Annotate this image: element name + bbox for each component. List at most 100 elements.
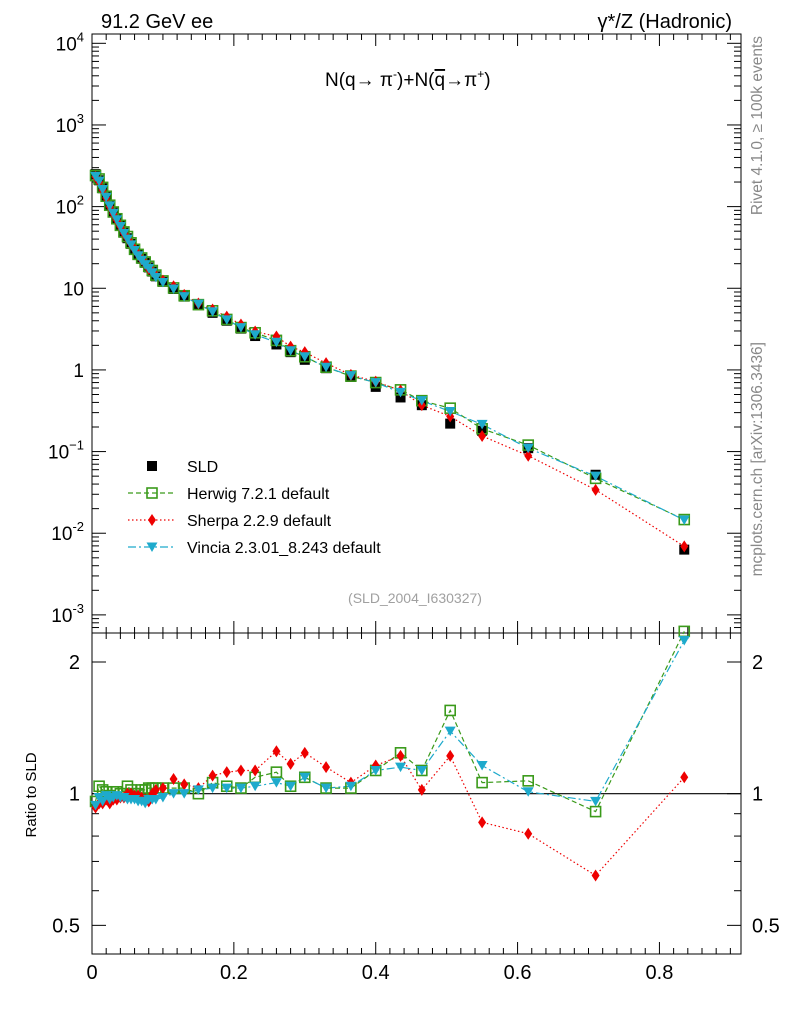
sherpa-point bbox=[680, 540, 689, 553]
sherpa-ratio-point bbox=[524, 827, 533, 840]
ratio-y-tick-label: 2 bbox=[69, 652, 80, 674]
vincia-point bbox=[114, 222, 126, 232]
y-tick-base: 10 bbox=[51, 524, 72, 545]
vincia-point bbox=[678, 515, 690, 526]
plot-title-qbar: q bbox=[435, 70, 446, 91]
y-tick-label: 102 bbox=[56, 193, 84, 219]
legend-marker bbox=[148, 514, 156, 526]
vincia-point bbox=[444, 406, 456, 417]
vincia-ratio-point bbox=[192, 785, 204, 795]
y-tick-label: 1 bbox=[73, 361, 84, 382]
vincia-ratio-point bbox=[590, 796, 602, 807]
legend-marker bbox=[146, 487, 158, 499]
sherpa-ratio-point bbox=[680, 771, 689, 784]
herwig-line bbox=[95, 175, 685, 521]
plot-title-part4: ) bbox=[484, 70, 490, 91]
vincia-point bbox=[111, 215, 123, 225]
y-tick-label: 10-3 bbox=[51, 601, 84, 627]
vincia-ratio-point bbox=[395, 762, 407, 773]
sherpa-ratio-line bbox=[95, 750, 685, 877]
sherpa-ratio-point bbox=[417, 783, 426, 796]
ratio-y-tick-label: 1 bbox=[69, 784, 80, 806]
sherpa-ratio-point bbox=[236, 764, 245, 777]
ratio-ylabel: Ratio to SLD bbox=[23, 752, 40, 837]
sherpa-ratio-point bbox=[208, 769, 217, 782]
ratio-y-tick-label-right: 2 bbox=[752, 652, 763, 674]
vincia-point bbox=[178, 292, 190, 302]
vincia-ratio-point bbox=[416, 765, 428, 776]
vincia-point bbox=[395, 387, 407, 398]
vincia-point bbox=[125, 240, 137, 250]
vincia-point bbox=[168, 284, 180, 294]
y-tick-label: 103 bbox=[56, 111, 84, 137]
y-tick-label: 10−1 bbox=[48, 438, 84, 464]
vincia-ratio-point bbox=[178, 789, 190, 799]
vincia-point bbox=[345, 371, 357, 381]
vincia-ratio-point bbox=[522, 787, 534, 797]
vincia-point bbox=[522, 443, 534, 454]
y-tick-base: 10 bbox=[51, 606, 72, 627]
ratio-y-tick-label-right: 1 bbox=[752, 784, 763, 806]
vincia-point bbox=[207, 307, 219, 317]
vincia-point bbox=[590, 471, 602, 482]
x-tick-label: 0 bbox=[86, 962, 97, 984]
vincia-ratio-point bbox=[444, 726, 456, 737]
legend-label: Sherpa 2.2.9 default bbox=[187, 513, 332, 530]
vincia-point bbox=[118, 228, 130, 239]
vincia-point bbox=[476, 419, 488, 430]
vincia-ratio-point bbox=[270, 778, 282, 788]
ratio-y-tick-label-right: 0.5 bbox=[752, 915, 780, 937]
x-tick-label: 0.8 bbox=[646, 962, 674, 984]
vincia-point bbox=[100, 192, 112, 203]
sherpa-point bbox=[478, 430, 487, 443]
vincia-point bbox=[235, 323, 247, 333]
vincia-ratio-point bbox=[235, 783, 247, 794]
sherpa-ratio-point bbox=[251, 764, 260, 777]
vincia-ratio-point bbox=[320, 783, 332, 794]
x-tick-label: 0.2 bbox=[220, 962, 248, 984]
plot-title-part1: N(q→ π bbox=[325, 70, 393, 91]
header-right: γ*/Z (Hadronic) bbox=[598, 11, 732, 33]
sherpa-ratio-point bbox=[169, 773, 178, 786]
y-tick-exp: 3 bbox=[77, 111, 84, 126]
legend-label: Herwig 7.2.1 default bbox=[187, 486, 330, 503]
vincia-ratio-point bbox=[90, 800, 102, 811]
analysis-id: (SLD_2004_I630327) bbox=[348, 590, 482, 606]
vincia-point bbox=[299, 352, 311, 362]
sherpa-ratio-point bbox=[286, 757, 295, 770]
sherpa-ratio-point bbox=[151, 783, 160, 796]
vincia-point bbox=[249, 330, 261, 340]
vincia-point bbox=[416, 396, 428, 406]
vincia-point bbox=[129, 246, 141, 256]
herwig-ratio-point bbox=[522, 775, 535, 787]
vincia-point bbox=[107, 208, 119, 219]
vincia-point bbox=[150, 272, 162, 283]
y-tick-label: 104 bbox=[56, 29, 84, 55]
sherpa-ratio-point bbox=[180, 778, 189, 791]
vincia-ratio-point bbox=[157, 793, 169, 803]
y-tick-label: 10 bbox=[63, 279, 84, 300]
vincia-point bbox=[121, 234, 133, 245]
vincia-ratio-point bbox=[249, 781, 261, 792]
ratio-y-tick-label: 0.5 bbox=[52, 915, 80, 937]
vincia-ratio-point bbox=[97, 796, 109, 807]
y-tick-base: 10 bbox=[48, 443, 69, 464]
sherpa-point bbox=[591, 483, 600, 496]
x-tick-label: 0.4 bbox=[362, 962, 390, 984]
y-tick-base: 10 bbox=[56, 116, 77, 137]
sherpa-ratio-point bbox=[478, 816, 487, 829]
vincia-point bbox=[221, 315, 233, 325]
vincia-point bbox=[270, 337, 282, 348]
y-tick-exp: 2 bbox=[77, 193, 84, 208]
ratio-plot: 0 0.2 0.4 0.6 0.8 0.5 0.5 1 1 2 2 bbox=[52, 625, 780, 984]
vincia-ratio-point bbox=[476, 760, 488, 771]
vincia-point bbox=[370, 378, 382, 388]
sherpa-ratio-point bbox=[396, 749, 405, 762]
rivet-label: Rivet 4.1.0, ≥ 100k events bbox=[749, 36, 766, 215]
data-point bbox=[395, 392, 406, 403]
herwig-ratio-point bbox=[444, 704, 456, 717]
y-tick-base: 10 bbox=[56, 198, 77, 219]
vincia-point bbox=[97, 185, 109, 195]
sherpa-ratio-point bbox=[300, 746, 309, 759]
vincia-point bbox=[320, 362, 332, 373]
